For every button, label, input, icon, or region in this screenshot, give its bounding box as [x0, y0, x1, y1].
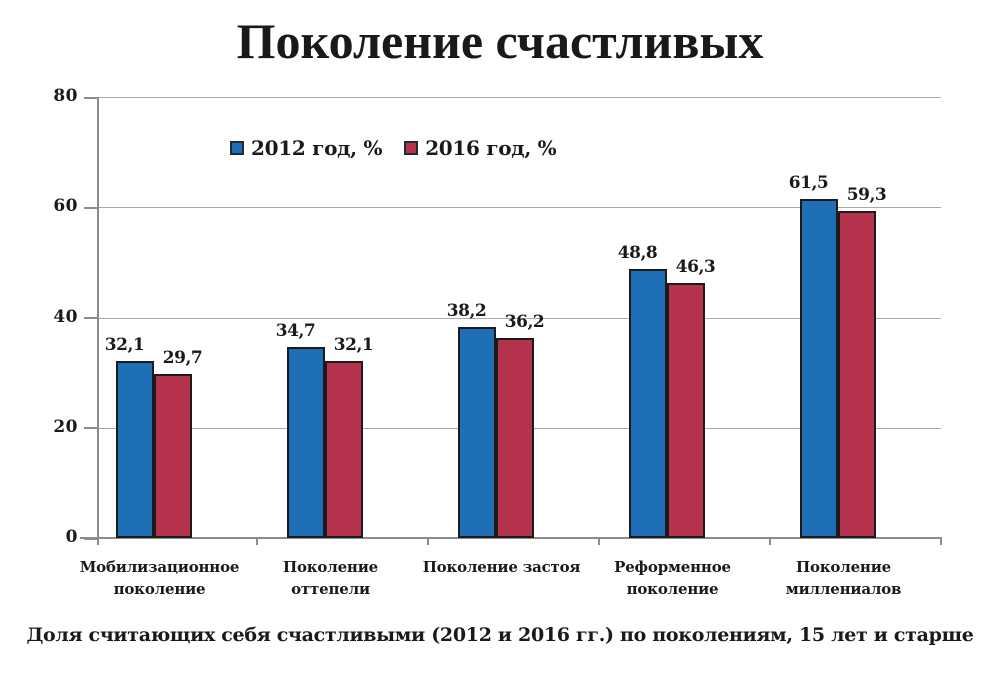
y-axis-tick [84, 206, 98, 209]
x-axis-tick [256, 539, 258, 545]
chart-caption: Доля считающих себя счастливыми (2012 и … [26, 624, 974, 646]
y-axis-tick [84, 96, 98, 99]
bar-2012-Мобилизационное поколение [115, 361, 154, 538]
x-axis-category-label: Поколение оттепели [283, 556, 378, 600]
bar-value-label-2012: 32,1 [104, 335, 145, 355]
gridline [84, 317, 941, 319]
bar-2016-Реформенное поколение [666, 283, 705, 538]
category-label-line: Реформенное [614, 558, 731, 576]
x-axis-line [80, 537, 942, 539]
y-axis-label: 60 [53, 196, 78, 217]
x-axis-category-label: Поколение миллениалов [785, 556, 902, 600]
bar-2012-Поколение миллениалов [799, 199, 838, 538]
bar-2012-Реформенное поколение [628, 269, 667, 538]
x-axis-tick [598, 539, 600, 545]
bar-2016-Поколение оттепели [324, 361, 363, 538]
category-label-line: Поколение [283, 558, 378, 576]
legend-swatch-icon [230, 141, 244, 155]
gridline [84, 207, 941, 209]
y-axis-tick [84, 317, 98, 319]
legend-entry: 2016 год, % [404, 136, 557, 160]
chart-legend: 2012 год, % 2016 год, % [230, 136, 557, 160]
bar-2012-Поколение оттепели [286, 347, 325, 538]
y-axis-label: 0 [65, 527, 78, 547]
bar-value-label-2012: 48,8 [617, 243, 658, 263]
legend-entry: 2012 год, % [230, 136, 382, 160]
bar-value-label-2012: 34,7 [275, 321, 316, 341]
y-axis-label: 20 [53, 416, 78, 437]
x-axis-tick [940, 539, 942, 545]
x-axis-category-label: Поколение застоя [423, 556, 581, 578]
x-axis-tick [427, 539, 429, 545]
category-label-line: Поколение [796, 558, 891, 576]
y-axis-tick [84, 427, 98, 430]
category-label-line: миллениалов [785, 580, 902, 598]
legend-swatch-icon [404, 141, 419, 155]
x-axis-tick [769, 539, 771, 545]
bar-value-label-2016: 36,2 [504, 312, 545, 332]
bar-value-label-2012: 61,5 [788, 173, 829, 193]
bar-2016-Поколение миллениалов [837, 211, 876, 538]
x-axis-category-label: Реформенное поколение [614, 556, 731, 600]
legend-label: 2016 год, % [425, 136, 557, 160]
category-label-line: Поколение застоя [422, 558, 581, 576]
y-axis-label: 40 [53, 306, 78, 327]
category-label-line: поколение [626, 580, 719, 598]
bar-value-label-2016: 59,3 [846, 185, 887, 205]
y-axis-label: 80 [53, 86, 78, 106]
bar-value-label-2012: 38,2 [446, 301, 487, 321]
x-axis-category-label: Мобилизационное поколение [79, 556, 240, 600]
bar-2016-Мобилизационное поколение [153, 374, 192, 538]
bar-value-label-2016: 46,3 [675, 257, 716, 277]
bar-value-label-2016: 29,7 [162, 348, 203, 368]
bar-2016-Поколение застоя [495, 338, 534, 538]
bar-value-label-2016: 32,1 [333, 335, 374, 355]
category-label-line: Мобилизационное [79, 558, 240, 576]
bar-2012-Поколение застоя [457, 327, 496, 538]
gridline [84, 97, 941, 98]
x-axis-tick [97, 539, 99, 545]
legend-label: 2012 год, % [251, 136, 383, 160]
category-label-line: поколение [113, 580, 206, 598]
chart-title: Поколение счастливых [236, 13, 764, 69]
y-axis-line [97, 97, 99, 538]
category-label-line: оттепели [291, 580, 370, 598]
